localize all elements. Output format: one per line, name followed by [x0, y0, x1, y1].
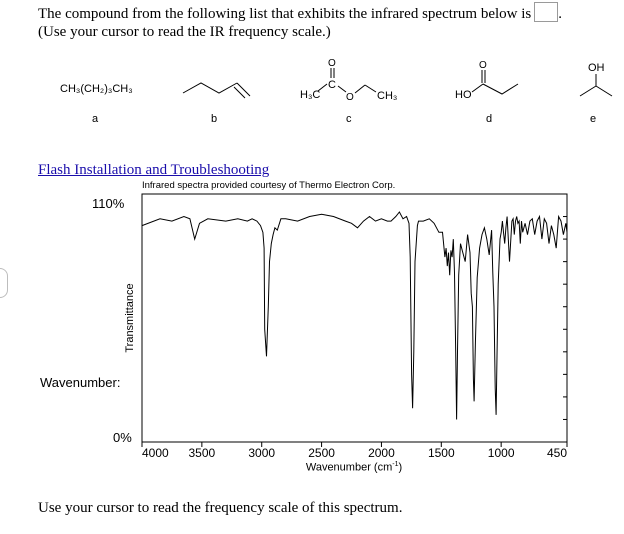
question-instruction: (Use your cursor to read the IR frequenc…	[38, 24, 331, 40]
compound-a-label: a	[92, 113, 99, 125]
compound-a[interactable]: CH₃(CH₂)₃CH₃ a	[60, 83, 133, 125]
compound-b-label: b	[211, 113, 217, 125]
x-tick-label-1000: 1000	[488, 446, 515, 460]
answer-input-box[interactable]	[534, 2, 559, 22]
x-axis-ticks	[141, 442, 568, 447]
compound-a-formula: CH₃(CH₂)₃CH₃	[60, 83, 133, 95]
compound-e-alcohol-group: OH	[588, 62, 605, 74]
compound-c[interactable]: H₃C C O O CH₃ c	[300, 58, 397, 125]
footer-instruction: Use your cursor to read the frequency sc…	[38, 500, 403, 516]
compound-b-double-bond	[236, 82, 251, 97]
x-axis-tick-labels: 4000 3500 3000 2500 2000 1500 1000 450	[142, 446, 567, 460]
x-tick-label-2500: 2500	[308, 446, 335, 460]
spectrum-trace	[141, 211, 568, 420]
x-axis-title: Wavenumber (cm-1)	[305, 461, 403, 474]
compound-c-label: c	[346, 113, 352, 125]
compound-d-carbonyl-oxygen: O	[479, 60, 487, 71]
flash-installation-link[interactable]: Flash Installation and Troubleshooting	[38, 162, 270, 178]
x-tick-label-3500: 3500	[189, 446, 216, 460]
x-tick-label-4000: 4000	[142, 446, 169, 460]
y-axis-max-label: 110%	[92, 196, 125, 211]
x-tick-label-450: 450	[547, 446, 567, 460]
side-slider-handle[interactable]	[0, 268, 8, 298]
y-axis-min-label: 0%	[113, 430, 132, 445]
compound-d[interactable]: HO O d	[455, 60, 519, 125]
spectrum-credit: Infrared spectra provided courtesy of Th…	[142, 180, 396, 191]
question-prompt: The compound from the following list tha…	[38, 2, 562, 23]
compound-e-label: e	[590, 113, 596, 125]
compound-c-carbon: C	[328, 79, 336, 91]
x-tick-label-2000: 2000	[368, 446, 395, 460]
compound-c-left-group: H₃C	[300, 89, 320, 101]
compound-d-acid-group: HO	[455, 89, 472, 101]
right-edge-ticks	[563, 193, 567, 443]
compound-d-label: d	[486, 113, 492, 125]
x-tick-label-3000: 3000	[248, 446, 275, 460]
compound-structures: CH₃(CH₂)₃CH₃ a b H₃C C O O CH₃ c HO O d …	[60, 58, 613, 125]
compound-b-skeleton	[182, 82, 238, 94]
compound-e[interactable]: OH e	[579, 62, 613, 125]
compound-c-carbonyl-oxygen: O	[328, 58, 336, 69]
question-text: The compound from the following list tha…	[38, 6, 532, 22]
wavenumber-readout-label: Wavenumber:	[40, 375, 121, 390]
compound-c-ester-oxygen: O	[346, 92, 354, 103]
compound-c-right-group: CH₃	[377, 90, 397, 102]
compound-b[interactable]: b	[182, 82, 251, 125]
x-tick-label-1500: 1500	[428, 446, 455, 460]
